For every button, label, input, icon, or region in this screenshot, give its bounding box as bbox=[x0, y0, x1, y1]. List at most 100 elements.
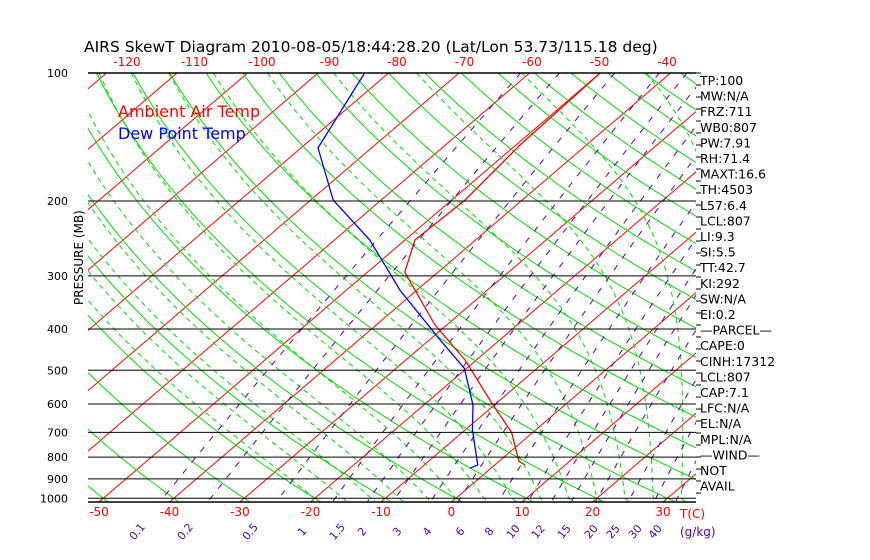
dry-adiabat-line bbox=[315, 73, 696, 358]
top-temp-tick-label: -90 bbox=[320, 55, 340, 69]
mixing-ratio-line bbox=[275, 73, 615, 502]
pressure-tick-label: 800 bbox=[47, 451, 68, 464]
pressure-tick-label: 100 bbox=[47, 67, 68, 80]
isotherm-line bbox=[450, 291, 696, 502]
mixing-ratio-tick-label: 6 bbox=[453, 525, 467, 539]
stat-item: TT:42.7 bbox=[699, 260, 746, 275]
mixing-ratio-tick-label: 4 bbox=[420, 525, 434, 539]
stat-item: TP:100 bbox=[699, 73, 743, 88]
stat-item: RH:71.4 bbox=[700, 151, 750, 166]
dry-adiabat-line bbox=[643, 73, 696, 111]
dry-adiabat-line bbox=[826, 73, 870, 509]
x-axis-label: T(C) bbox=[679, 507, 705, 521]
stat-item: AVAIL bbox=[700, 479, 735, 494]
stat-item: CAPE:0 bbox=[700, 338, 745, 353]
top-temp-tick-label: -100 bbox=[248, 55, 275, 69]
dry-adiabat-line bbox=[753, 73, 870, 509]
pressure-tick-label: 600 bbox=[47, 398, 68, 411]
moist-adiabat-line bbox=[212, 73, 574, 502]
mixing-ratio-line bbox=[206, 73, 560, 502]
isotherm-line bbox=[88, 73, 460, 392]
dry-adiabat-line bbox=[424, 73, 696, 272]
mixing-ratio-unit-label: (g/kg) bbox=[680, 525, 716, 539]
mixing-ratio-tick-label: 0.2 bbox=[175, 521, 196, 543]
stats-panel: TP:100MW:N/AFRZ:711WB0:807PW:7.91RH:71.4… bbox=[699, 73, 775, 494]
pressure-tick-label: 1000 bbox=[40, 492, 68, 505]
y-axis-label: PRESSURE (MB) bbox=[72, 210, 86, 305]
stat-item: MAXT:16.6 bbox=[700, 167, 766, 182]
chart-title: AIRS SkewT Diagram 2010-08-05/18:44:28.2… bbox=[84, 38, 658, 56]
moist-adiabat-line bbox=[88, 299, 320, 502]
dry-adiabat-line bbox=[0, 73, 46, 509]
stat-item: LFC:N/A bbox=[700, 401, 750, 416]
mixing-ratio-tick-label: 25 bbox=[604, 522, 623, 541]
bottom-temp-tick-label: 0 bbox=[448, 505, 456, 519]
stat-item: MW:N/A bbox=[700, 89, 749, 104]
top-temp-tick-label: -50 bbox=[590, 55, 610, 69]
stat-item: LCL:807 bbox=[700, 213, 751, 228]
stat-item: CINH:17312 bbox=[700, 354, 775, 369]
stat-item: LI:9.3 bbox=[700, 229, 735, 244]
stat-item: WB0:807 bbox=[700, 120, 757, 135]
dry-adiabat-line bbox=[278, 73, 696, 388]
mixing-ratio-line bbox=[653, 421, 696, 502]
mixing-ratio-tick-label: 40 bbox=[646, 522, 665, 541]
stat-item: EL:N/A bbox=[700, 416, 742, 431]
mixing-ratio-tick-label: 20 bbox=[582, 522, 601, 541]
bottom-temp-tick-label: -30 bbox=[230, 505, 250, 519]
dry-adiabat-line bbox=[388, 73, 696, 301]
mixing-ratio-tick-label: 1 bbox=[295, 525, 309, 539]
mixing-ratio-line bbox=[527, 237, 696, 502]
stat-item: FRZ:711 bbox=[700, 104, 753, 119]
isotherm-line bbox=[521, 352, 696, 502]
pressure-tick-label: 200 bbox=[47, 195, 68, 208]
top-temp-tick-label: -120 bbox=[113, 55, 140, 69]
mixing-ratio-tick-label: 15 bbox=[555, 522, 574, 541]
axes: 0.1 0.2 0.5 1 1.5 2 3 4 6 8 10 12 15 20 25 30 4010020030… bbox=[40, 55, 701, 543]
bottom-temp-tick-label: -10 bbox=[371, 505, 391, 519]
mixing-ratio-line bbox=[331, 73, 660, 502]
top-temp-tick-label: -80 bbox=[387, 55, 407, 69]
pressure-tick-label: 700 bbox=[47, 426, 68, 439]
mixing-ratio-tick-label: 0.1 bbox=[127, 521, 148, 543]
top-temp-tick-label: -110 bbox=[181, 55, 208, 69]
stat-item: —WIND— bbox=[700, 447, 760, 462]
moist-adiabat-line bbox=[521, 73, 687, 502]
stat-item: SI:5.5 bbox=[700, 245, 736, 260]
mixing-ratio-tick-label: 30 bbox=[626, 522, 645, 541]
stat-item: TH:4503 bbox=[699, 182, 753, 197]
temperature-line bbox=[404, 73, 601, 466]
stat-item: KI:292 bbox=[700, 276, 740, 291]
stat-item: MPL:N/A bbox=[700, 432, 752, 447]
top-temp-tick-label: -70 bbox=[455, 55, 475, 69]
legend-dew-point-temp: Dew Point Temp bbox=[118, 124, 246, 143]
legend-ambient-air-temp: Ambient Air Temp bbox=[118, 102, 260, 121]
bottom-temp-tick-label: -50 bbox=[89, 505, 109, 519]
moist-adiabat-line bbox=[88, 110, 461, 502]
mixing-ratio-tick-label: 0.5 bbox=[240, 521, 261, 543]
dry-adiabat-line bbox=[169, 73, 696, 480]
isotherm-line bbox=[88, 73, 389, 331]
pressure-tick-label: 400 bbox=[47, 323, 68, 336]
stat-item: L57:6.4 bbox=[700, 198, 747, 213]
dry-adiabat-line bbox=[242, 73, 696, 418]
mixing-ratio-line bbox=[429, 125, 696, 502]
profile-series bbox=[317, 73, 601, 469]
stat-item: NOT bbox=[700, 463, 727, 478]
bottom-temp-tick-label: 20 bbox=[585, 505, 600, 519]
mixing-ratio-tick-label: 12 bbox=[529, 522, 548, 541]
stat-item: —PARCEL— bbox=[700, 323, 772, 338]
isotherm-line bbox=[88, 73, 319, 271]
top-temp-tick-label: -40 bbox=[657, 55, 677, 69]
mixing-ratio-line bbox=[366, 73, 688, 502]
isotherm-line bbox=[88, 73, 530, 452]
mixing-ratio-tick-label: 8 bbox=[482, 525, 496, 539]
dry-adiabat-line bbox=[205, 73, 696, 449]
bottom-temp-tick-label: -20 bbox=[301, 505, 321, 519]
dry-adiabat-line bbox=[88, 485, 109, 502]
stat-item: CAP:7.1 bbox=[700, 385, 749, 400]
bottom-temp-tick-label: 10 bbox=[514, 505, 529, 519]
pressure-tick-label: 300 bbox=[47, 270, 68, 283]
bottom-temp-tick-label: 30 bbox=[655, 505, 670, 519]
dry-adiabat-line bbox=[790, 73, 870, 509]
